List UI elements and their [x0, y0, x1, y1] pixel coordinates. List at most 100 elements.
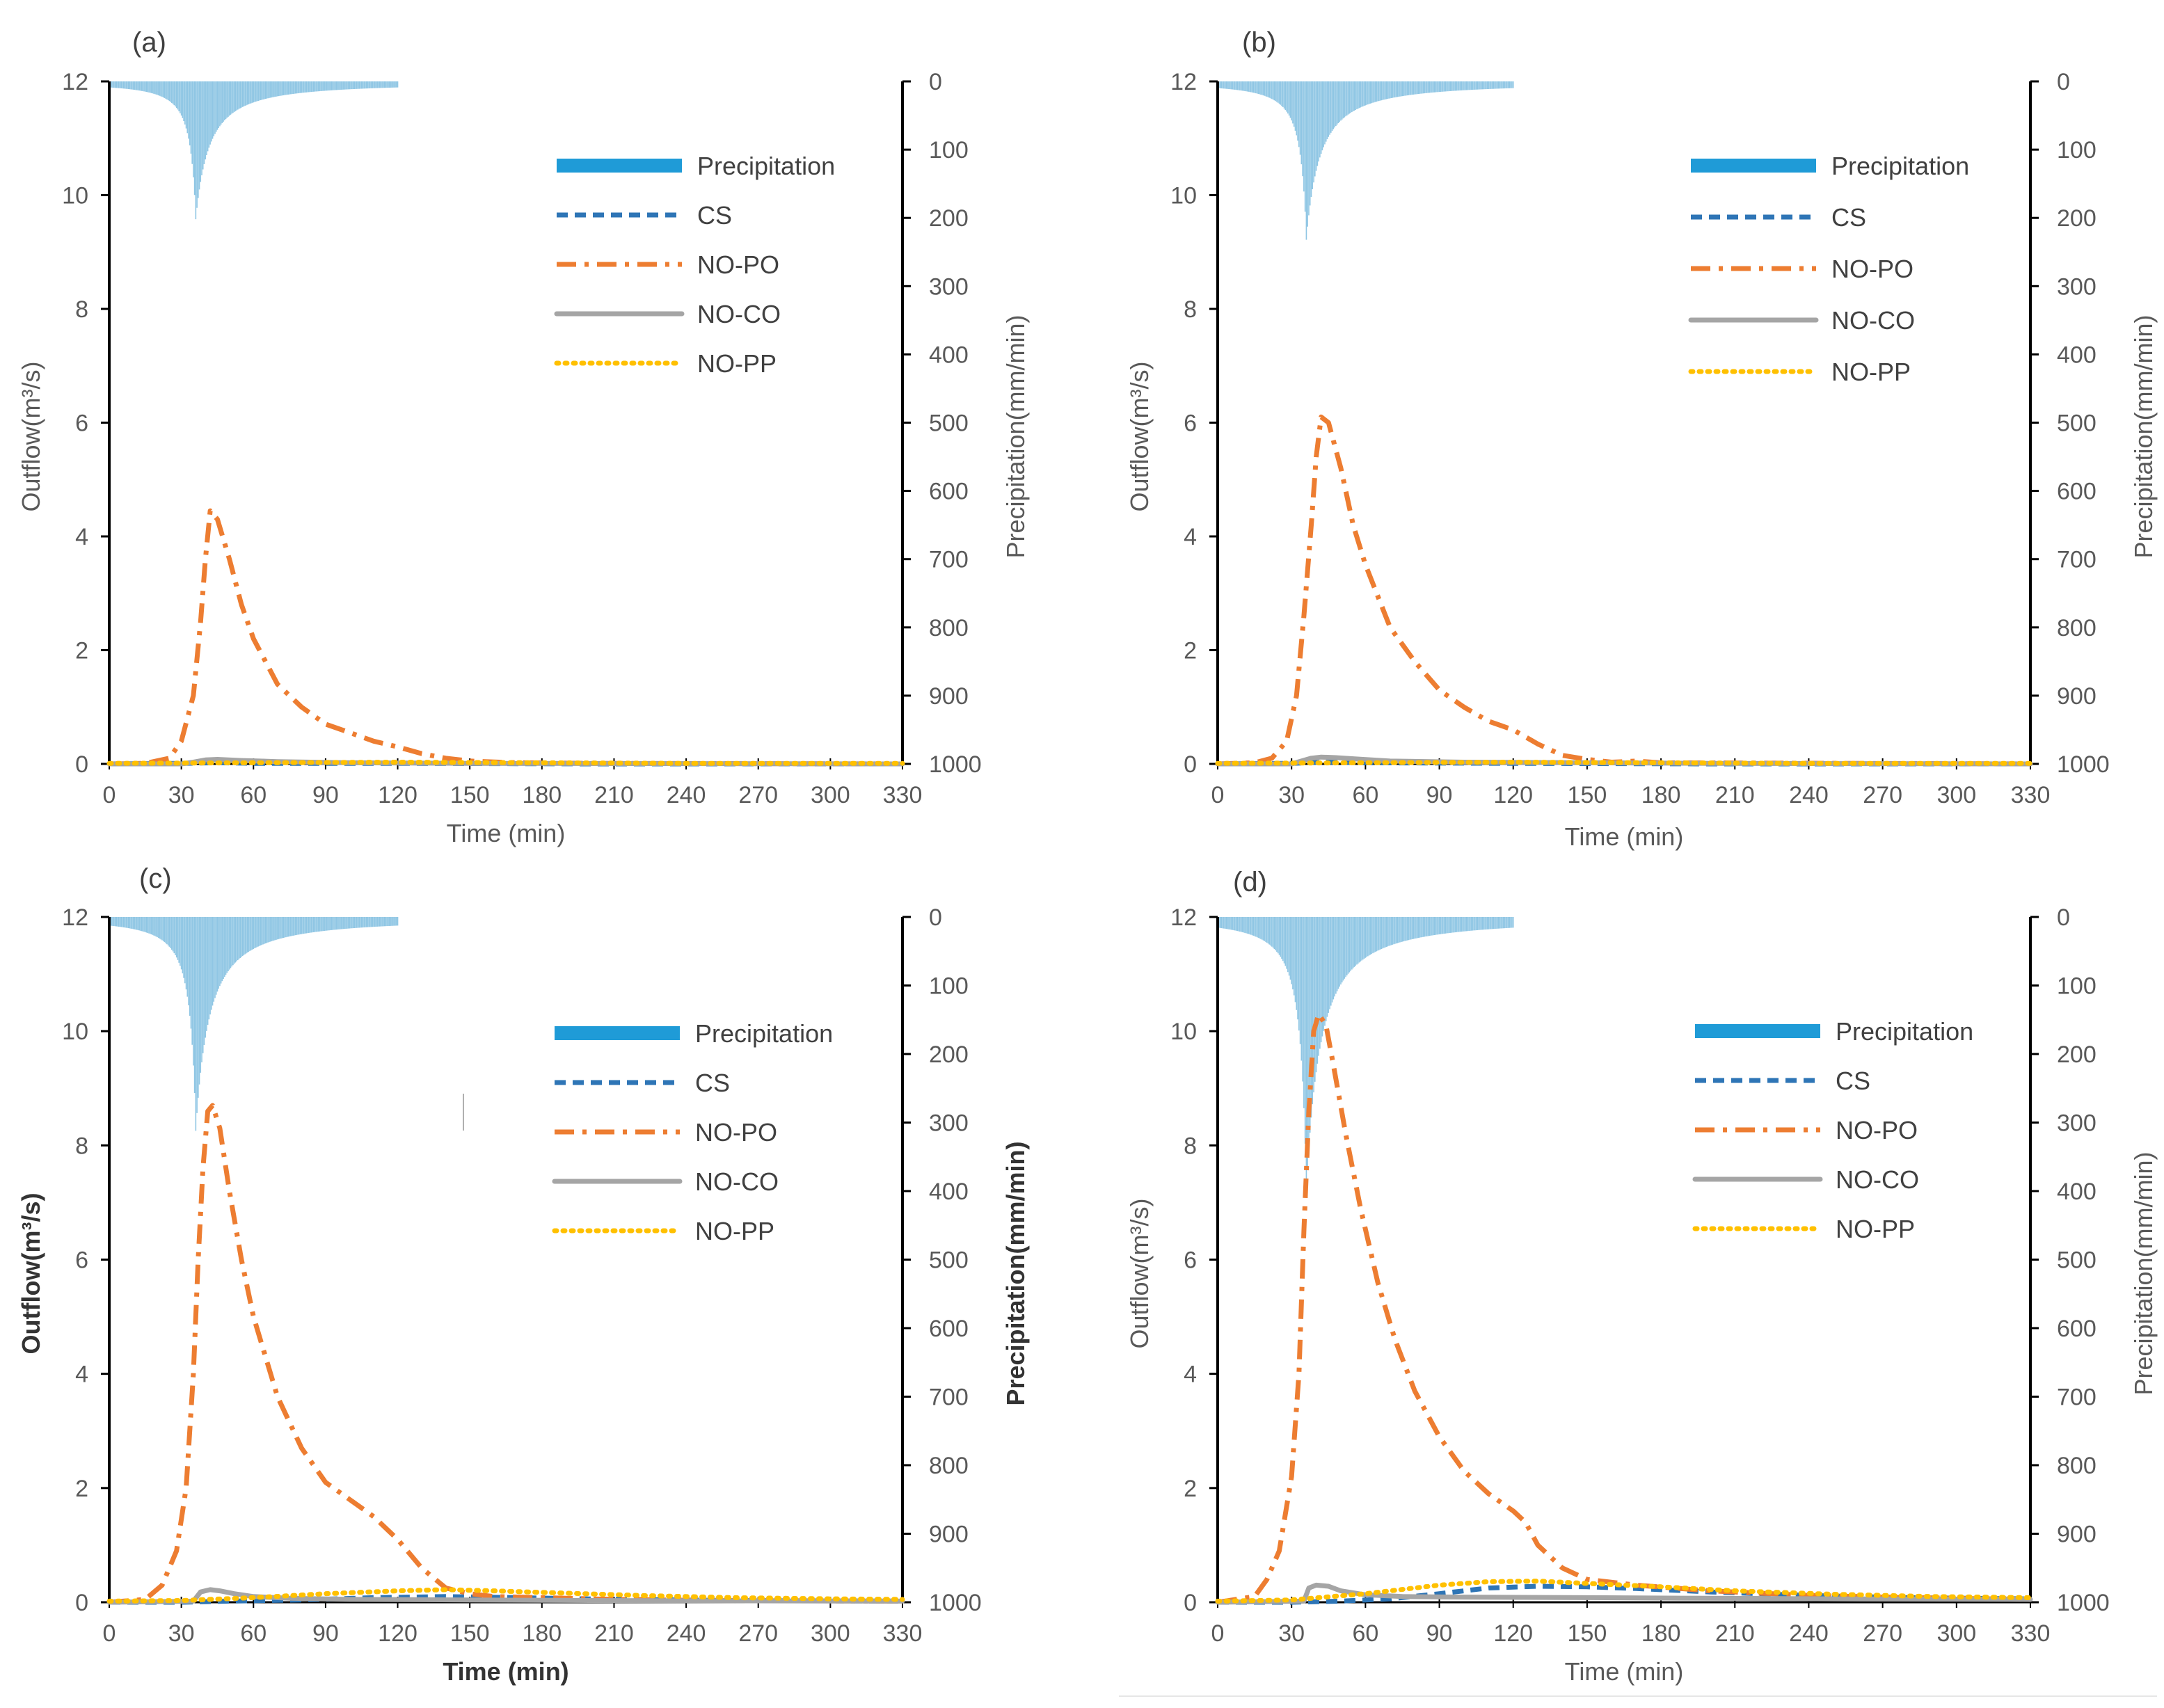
y2-axis-title: Precipitation(mm/min): [2129, 314, 2158, 558]
legend: Precipitation CS NO-PO NO-CO NO-PP: [1692, 1017, 1973, 1243]
y2-tick-label: 0: [2057, 69, 2070, 95]
x-tick-label: 330: [2011, 1620, 2051, 1647]
y-tick-label: 4: [1184, 1362, 1197, 1388]
x-tick-label: 30: [168, 782, 195, 808]
y-tick-label: 6: [1184, 410, 1197, 437]
x-tick-label: 210: [594, 1620, 634, 1647]
panel-label: (a): [132, 27, 166, 58]
y2-tick-label: 100: [2057, 973, 2097, 1000]
x-tick-label: 150: [1568, 782, 1607, 808]
legend-label: NO-PP: [1831, 358, 1911, 386]
y2-tick-label: 300: [929, 273, 969, 300]
legend-label: NO-PP: [695, 1217, 774, 1245]
panel-label: (d): [1233, 867, 1267, 897]
y-tick-label: 0: [75, 1590, 88, 1616]
y2-tick-label: 700: [929, 547, 969, 573]
y2-tick-label: 700: [2057, 1384, 2097, 1411]
precipitation-bars: [1217, 917, 1514, 1192]
y2-tick-label: 500: [2057, 410, 2097, 437]
legend: Precipitation CS NO-PO NO-CO NO-PP: [554, 152, 835, 378]
legend-label: NO-PP: [697, 349, 777, 378]
y2-tick-label: 200: [929, 205, 969, 232]
y2-tick-label: 200: [2057, 1041, 2097, 1068]
series-line-no-pp: [106, 760, 905, 766]
series-line-no-co: [106, 1587, 905, 1605]
y-tick-label: 6: [75, 410, 88, 437]
legend-label: NO-PO: [1836, 1116, 1918, 1144]
x-tick-label: 60: [240, 1620, 266, 1647]
x-axis-title: Time (min): [1565, 822, 1684, 851]
x-tick-label: 120: [1493, 1620, 1533, 1647]
legend-label: Precipitation: [697, 152, 835, 180]
x-tick-label: 150: [450, 1620, 490, 1647]
x-tick-label: 30: [1278, 1620, 1305, 1647]
x-tick-label: 240: [1789, 782, 1829, 808]
y2-tick-label: 800: [2057, 615, 2097, 641]
x-tick-label: 60: [1352, 782, 1378, 808]
y2-tick-label: 500: [929, 410, 969, 437]
y2-tick-label: 400: [2057, 342, 2097, 368]
y2-tick-label: 0: [2057, 904, 2070, 931]
series-line-no-po: [1217, 1012, 2031, 1605]
x-tick-label: 180: [522, 782, 562, 808]
y2-tick-label: 300: [2057, 273, 2097, 300]
x-tick-label: 120: [378, 782, 417, 808]
x-tick-label: 60: [240, 782, 266, 808]
legend-label: CS: [695, 1069, 730, 1097]
y2-tick-label: 600: [2057, 479, 2097, 505]
y-tick-label: 8: [1184, 296, 1197, 323]
legend-label: CS: [1831, 203, 1866, 232]
y-axis-title: Outflow(m³/s): [17, 1193, 45, 1355]
y-tick-label: 10: [1170, 1019, 1197, 1045]
y-tick-label: 8: [75, 296, 88, 323]
legend-label: CS: [697, 201, 732, 230]
x-tick-label: 120: [1493, 782, 1533, 808]
series-line-no-co: [1215, 1582, 2033, 1605]
x-tick-label: 0: [1211, 782, 1225, 808]
y2-tick-label: 400: [929, 1179, 969, 1205]
legend-label: Precipitation: [1831, 152, 1969, 180]
y-tick-label: 4: [75, 524, 88, 550]
y2-tick-label: 100: [2057, 137, 2097, 163]
y2-tick-label: 900: [2057, 683, 2097, 710]
series-line-no-po: [109, 508, 903, 767]
x-tick-label: 330: [883, 1620, 923, 1647]
y2-tick-label: 600: [2057, 1316, 2097, 1342]
x-tick-label: 30: [168, 1620, 195, 1647]
x-tick-label: 180: [1641, 1620, 1681, 1647]
y2-tick-label: 100: [929, 137, 969, 163]
series-line-no-po: [1217, 414, 2031, 767]
x-tick-label: 0: [1211, 1620, 1225, 1647]
legend-swatch-precipitation: [555, 1026, 680, 1040]
y2-tick-label: 1000: [929, 751, 982, 778]
legend-label: NO-CO: [697, 300, 781, 328]
x-tick-label: 270: [1863, 1620, 1902, 1647]
legend-label: NO-PO: [695, 1118, 777, 1147]
y2-tick-label: 400: [2057, 1179, 2097, 1205]
x-tick-label: 300: [1936, 1620, 1976, 1647]
x-tick-label: 120: [378, 1620, 417, 1647]
y-axis-title: Outflow(m³/s): [17, 362, 45, 512]
x-axis-title: Time (min): [1565, 1657, 1684, 1686]
y-tick-label: 0: [75, 751, 88, 778]
y2-tick-label: 300: [2057, 1110, 2097, 1137]
x-tick-label: 90: [312, 782, 339, 808]
y2-tick-label: 900: [929, 1522, 969, 1548]
y-axis-title: Outflow(m³/s): [1125, 1199, 1154, 1349]
y-tick-label: 2: [1184, 1476, 1197, 1502]
x-tick-label: 240: [667, 782, 706, 808]
series-line-no-pp: [1215, 760, 2033, 766]
y2-tick-label: 0: [929, 69, 942, 95]
y2-tick-label: 600: [929, 479, 969, 505]
series-line-no-pp: [1215, 1579, 2033, 1604]
legend-label: CS: [1836, 1067, 1870, 1095]
legend-label: NO-PO: [1831, 255, 1914, 283]
y2-tick-label: 100: [929, 973, 969, 1000]
x-tick-label: 150: [450, 782, 490, 808]
legend: Precipitation CS NO-PO NO-CO NO-PP: [1688, 152, 1969, 386]
panel-label: (b): [1242, 27, 1276, 58]
x-tick-label: 300: [811, 1620, 850, 1647]
y2-tick-label: 900: [929, 683, 969, 710]
y2-axis-title: Precipitation(mm/min): [1001, 314, 1030, 558]
